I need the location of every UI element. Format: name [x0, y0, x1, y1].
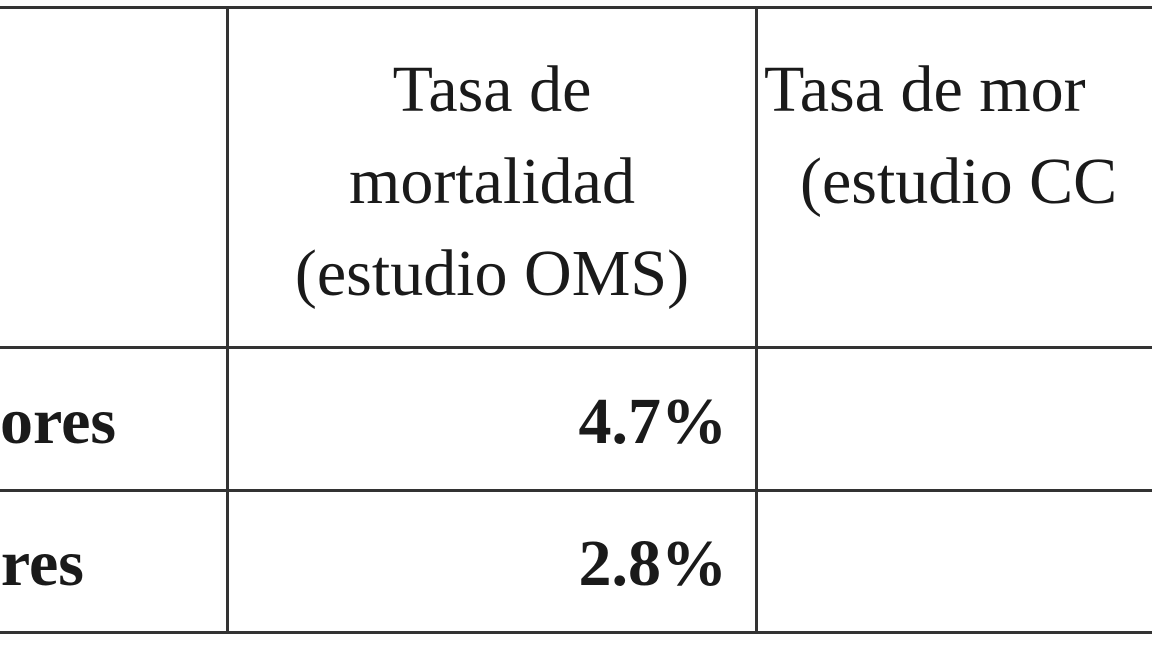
- header-line: mortalidad: [349, 145, 635, 218]
- table-top-border: [0, 6, 1152, 9]
- table-cell-value: 4.7%: [578, 385, 728, 458]
- row-divider: [0, 489, 1152, 492]
- header-cell-study-2: Tasa de mor (estudio CC: [758, 44, 1152, 228]
- header-line: (estudio OMS): [294, 237, 690, 310]
- header-bottom-border: [0, 346, 1152, 349]
- row-label: ores: [0, 385, 117, 458]
- header-line: (estudio CC: [800, 145, 1118, 218]
- header-line: Tasa de: [392, 53, 592, 126]
- table-cell-value: 2.8%: [578, 527, 728, 600]
- column-divider-1: [226, 8, 229, 634]
- row-label: res: [0, 527, 84, 600]
- column-divider-2: [755, 8, 758, 634]
- header-line: Tasa de mor: [764, 53, 1086, 126]
- header-cell-oms: Tasa de mortalidad (estudio OMS): [229, 44, 755, 320]
- table-bottom-border: [0, 631, 1152, 634]
